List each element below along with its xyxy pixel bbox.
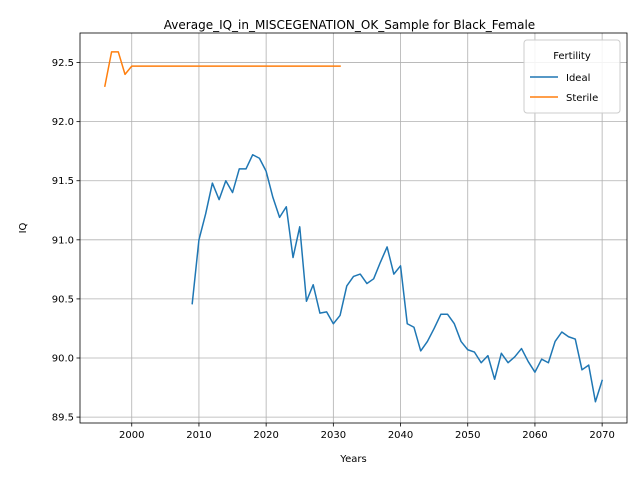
y-tick-label: 92.0 (52, 117, 74, 128)
x-axis-label: Years (339, 454, 366, 465)
x-tick-label: 2000 (119, 430, 144, 441)
x-tick-label: 2040 (388, 430, 413, 441)
x-tick-label: 2030 (321, 430, 346, 441)
x-tick-label: 2010 (186, 430, 211, 441)
legend-label-ideal: Ideal (566, 73, 590, 84)
y-tick-label: 92.5 (52, 58, 74, 69)
x-tick-label: 2070 (589, 430, 614, 441)
x-tick-label: 2020 (253, 430, 278, 441)
legend-label-sterile: Sterile (566, 93, 598, 104)
x-tick-label: 2050 (455, 430, 480, 441)
y-tick-label: 91.0 (52, 235, 74, 246)
y-tick-label: 90.5 (52, 294, 74, 305)
y-tick-label: 90.0 (52, 354, 74, 365)
y-axis-label: IQ (18, 222, 29, 233)
y-tick-label: 89.5 (52, 413, 74, 424)
x-tick-label: 2060 (522, 430, 547, 441)
legend: Fertility Ideal Sterile (524, 40, 620, 113)
chart-title: Average_IQ_in_MISCEGENATION_OK_Sample fo… (164, 18, 535, 32)
y-tick-label: 91.5 (52, 176, 74, 187)
legend-title: Fertility (553, 51, 591, 62)
